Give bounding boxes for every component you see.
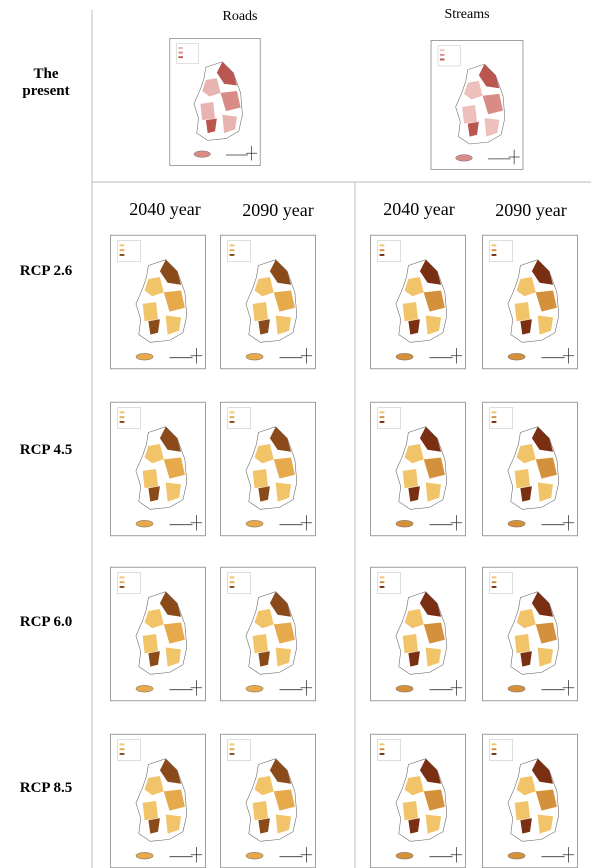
row-label: RCP 4.5 [19, 442, 73, 458]
map-thumbnail [370, 234, 466, 370]
map-thumbnail [370, 566, 466, 702]
row-label: RCP 8.5 [19, 780, 73, 796]
map-thumbnail [220, 566, 316, 702]
map-thumbnail [430, 40, 524, 170]
map-thumbnail [169, 38, 261, 166]
map-thumbnail [110, 566, 206, 702]
column-header: Streams [444, 7, 490, 22]
map-thumbnail [110, 401, 206, 537]
column-header: 2090 year [495, 200, 567, 220]
column-header: 2090 year [242, 200, 314, 220]
map-thumbnail [370, 401, 466, 537]
map-thumbnail [110, 733, 206, 868]
row-label: RCP 2.6 [19, 263, 73, 279]
map-thumbnail [482, 234, 578, 370]
row-label: The present [22, 66, 70, 99]
column-header: 2040 year [383, 199, 455, 219]
map-thumbnail [482, 566, 578, 702]
map-thumbnail [220, 401, 316, 537]
map-thumbnail [482, 401, 578, 537]
map-thumbnail [370, 733, 466, 868]
row-label: RCP 6.0 [19, 614, 73, 630]
map-thumbnail [110, 234, 206, 370]
map-thumbnail [482, 733, 578, 868]
map-grid [110, 38, 578, 868]
column-header: Roads [222, 9, 258, 24]
map-thumbnail [220, 234, 316, 370]
column-header: 2040 year [129, 199, 201, 219]
map-thumbnail [220, 733, 316, 868]
